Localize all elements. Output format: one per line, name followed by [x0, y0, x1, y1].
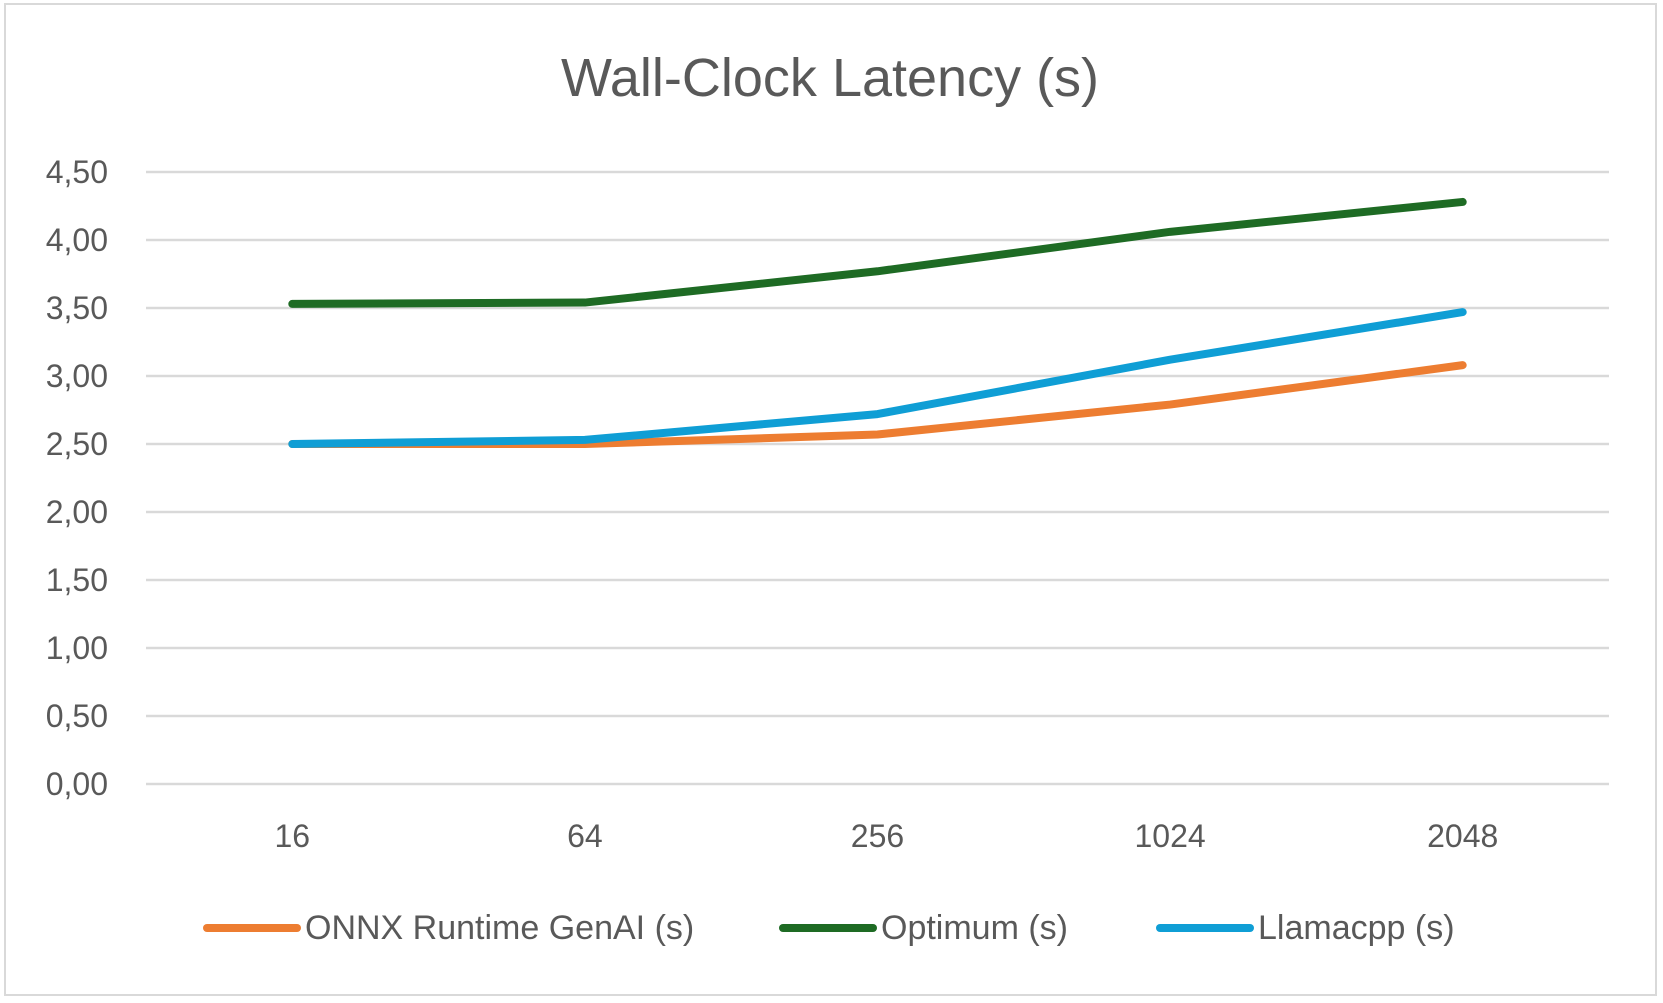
y-tick-label: 4,50	[46, 154, 108, 190]
y-tick-label: 3,00	[46, 358, 108, 394]
y-tick-label: 1,00	[46, 630, 108, 666]
legend-label: ONNX Runtime GenAI (s)	[305, 909, 694, 947]
y-tick-label: 3,50	[46, 290, 108, 326]
x-tick-label: 1024	[1135, 818, 1206, 854]
series-line	[288, 197, 1467, 308]
y-tick-label: 0,50	[46, 698, 108, 734]
x-tick-label: 64	[567, 818, 603, 854]
y-tick-label: 2,00	[46, 494, 108, 530]
y-tick-label: 0,00	[46, 766, 108, 802]
chart-title: Wall-Clock Latency (s)	[561, 48, 1099, 108]
series-line	[288, 308, 1467, 448]
chart-frame	[4, 3, 1657, 996]
y-tick-label: 2,50	[46, 426, 108, 462]
y-tick-label: 4,00	[46, 222, 108, 258]
legend-label: Optimum (s)	[881, 909, 1068, 947]
x-tick-label: 2048	[1427, 818, 1498, 854]
x-tick-label: 256	[851, 818, 904, 854]
y-tick-label: 1,50	[46, 562, 108, 598]
legend-label: Llamacpp (s)	[1258, 909, 1455, 947]
x-tick-label: 16	[275, 818, 311, 854]
